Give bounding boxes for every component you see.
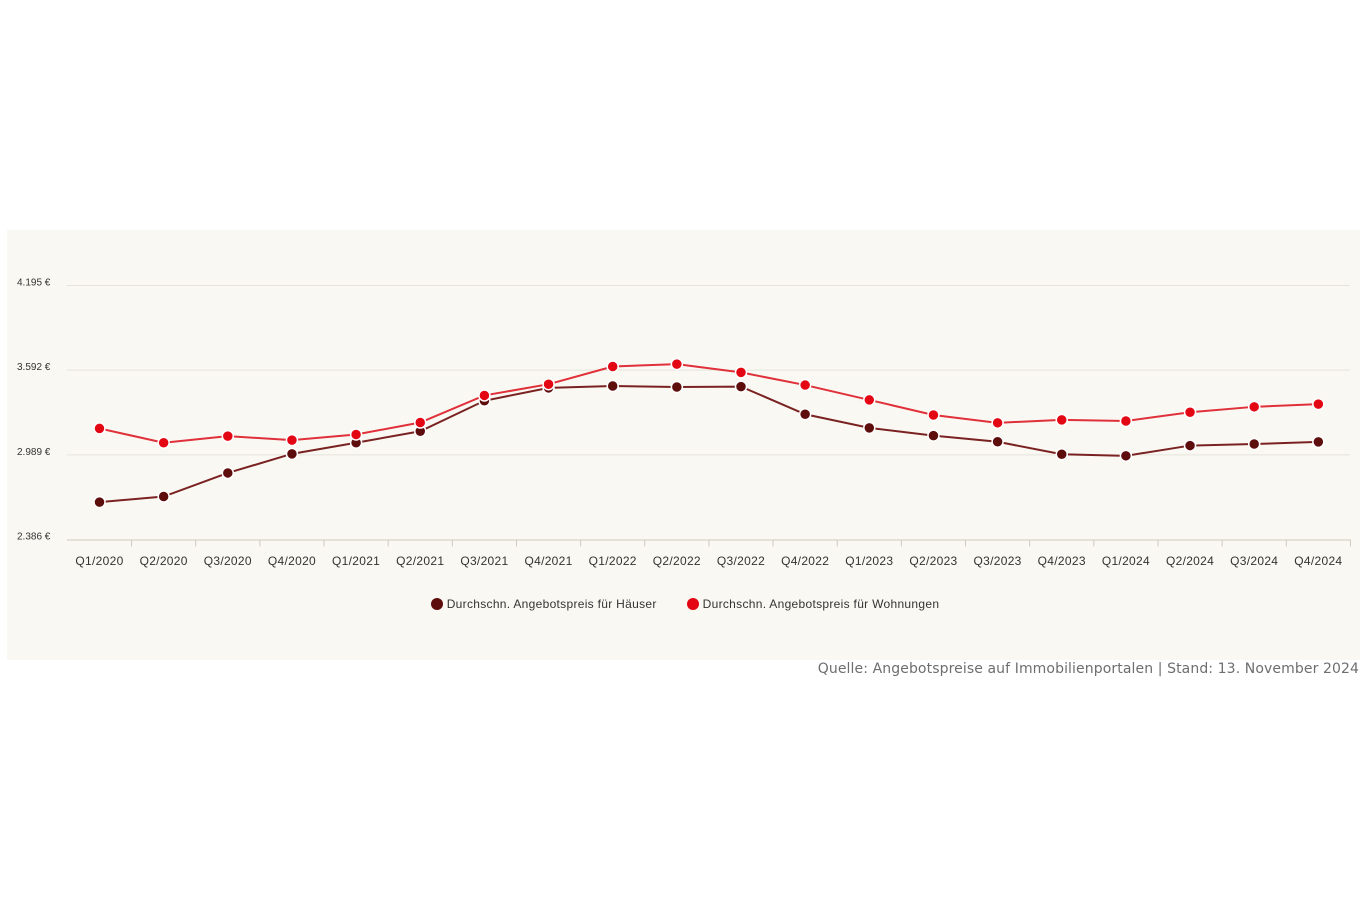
data-point bbox=[991, 435, 1004, 449]
x-tick-label: Q2/2021 bbox=[396, 554, 444, 568]
data-point bbox=[1055, 448, 1068, 461]
series-line bbox=[99, 385, 1319, 504]
x-tick-label: Q3/2021 bbox=[460, 554, 508, 568]
data-point bbox=[734, 380, 748, 393]
series-line bbox=[99, 363, 1319, 444]
x-axis: Q1/2020 Q2/2020 Q3/2020 Q4/2020 Q1/2021 Q2/20… bbox=[67, 539, 1351, 568]
series-lines bbox=[93, 357, 1325, 509]
y-axis-ticks: 2.386 € 2.989 € 3.592 € 4.195 € bbox=[17, 278, 51, 543]
y-tick-label: 2.989 € bbox=[17, 447, 51, 458]
x-tick-label: Q1/2023 bbox=[845, 554, 893, 568]
data-point bbox=[1183, 439, 1197, 452]
y-tick-label: 2.386 € bbox=[17, 532, 51, 543]
x-tick-label: Q1/2022 bbox=[589, 554, 637, 568]
x-tick-label: Q1/2024 bbox=[1102, 554, 1150, 568]
legend-label-wohnungen: Durchschn. Angebotspreis für Wohnungen bbox=[702, 597, 940, 611]
data-point bbox=[1312, 397, 1325, 411]
x-tick-label: Q3/2024 bbox=[1230, 554, 1278, 568]
data-point bbox=[798, 408, 812, 421]
data-point bbox=[1055, 413, 1068, 427]
y-tick-label: 3.592 € bbox=[17, 362, 51, 373]
data-point bbox=[927, 429, 940, 442]
legend-marker-wohnungen bbox=[686, 598, 699, 610]
legend-label-haeuser: Durchschn. Angebotspreis für Häuser bbox=[446, 597, 657, 611]
x-tick-label: Q2/2020 bbox=[140, 554, 188, 568]
series-wohnungen bbox=[93, 357, 1325, 450]
x-tick-label: Q3/2022 bbox=[717, 554, 765, 568]
legend-marker-haeuser bbox=[430, 598, 443, 610]
legend-item-wohnungen[interactable]: Durchschn. Angebotspreis für Wohnungen bbox=[686, 597, 940, 611]
data-point bbox=[478, 389, 491, 402]
x-tick-label: Q2/2023 bbox=[909, 554, 957, 568]
legend-item-haeuser[interactable]: Durchschn. Angebotspreis für Häuser bbox=[430, 597, 657, 611]
x-tick-label: Q2/2022 bbox=[653, 554, 701, 568]
data-point bbox=[542, 377, 555, 391]
data-point bbox=[1119, 449, 1133, 463]
data-point bbox=[734, 366, 748, 379]
data-point bbox=[863, 421, 876, 435]
data-point bbox=[863, 393, 876, 407]
x-tick-label: Q1/2020 bbox=[75, 554, 123, 568]
data-point bbox=[157, 436, 170, 450]
x-tick-label: Q4/2023 bbox=[1038, 554, 1086, 568]
data-point bbox=[606, 360, 619, 373]
series-haeuser bbox=[93, 379, 1325, 509]
data-point bbox=[349, 428, 363, 441]
data-point bbox=[1312, 435, 1325, 449]
gridlines bbox=[67, 285, 1350, 456]
data-point bbox=[798, 378, 812, 392]
data-point bbox=[991, 416, 1004, 430]
data-point bbox=[414, 416, 427, 429]
data-point bbox=[606, 379, 619, 393]
y-tick-label: 4.195 € bbox=[17, 278, 51, 289]
source-note: Quelle: Angebotspreise auf Immobilienpor… bbox=[817, 661, 1359, 677]
x-tick-label: Q4/2024 bbox=[1294, 554, 1342, 568]
data-point bbox=[221, 466, 235, 480]
data-point bbox=[93, 422, 106, 435]
data-point bbox=[670, 380, 684, 394]
x-tick-label: Q1/2021 bbox=[332, 554, 380, 568]
data-point bbox=[670, 357, 684, 371]
x-tick-label: Q3/2023 bbox=[974, 554, 1022, 568]
data-point bbox=[1247, 437, 1261, 451]
chart-panel: 2.386 € 2.989 € 3.592 € 4.195 € Q1/2020 Q2/2… bbox=[7, 230, 1360, 660]
legend: Durchschn. Angebotspreis für Häuser Durc… bbox=[0, 597, 1370, 611]
data-point bbox=[285, 447, 299, 461]
data-point bbox=[157, 490, 170, 503]
data-point bbox=[1119, 414, 1133, 428]
data-point bbox=[285, 433, 299, 447]
x-tick-label: Q4/2021 bbox=[524, 554, 572, 568]
data-point bbox=[927, 408, 940, 422]
line-chart: 2.386 € 2.989 € 3.592 € 4.195 € Q1/2020 Q2/2… bbox=[17, 278, 1351, 568]
x-tick-label: Q3/2020 bbox=[204, 554, 252, 568]
data-point bbox=[221, 429, 235, 443]
data-point bbox=[93, 495, 106, 509]
x-tick-label: Q2/2024 bbox=[1166, 554, 1214, 568]
x-tick-label: Q4/2020 bbox=[268, 554, 316, 568]
x-tick-label: Q4/2022 bbox=[781, 554, 829, 568]
data-point bbox=[1183, 406, 1197, 419]
data-point bbox=[1247, 400, 1261, 414]
